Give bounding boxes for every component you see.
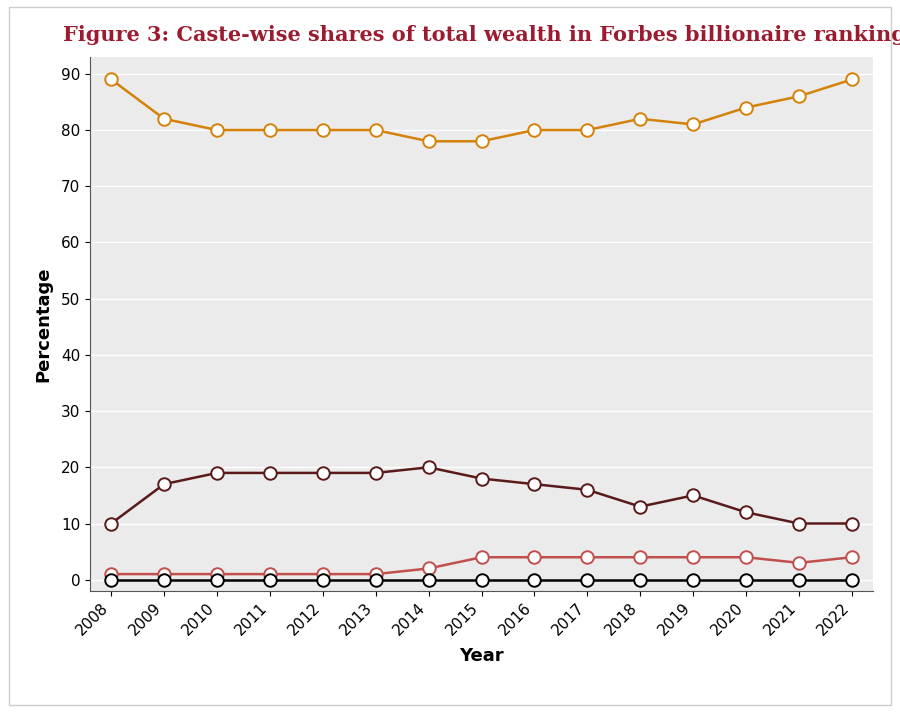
X-axis label: Year: Year (459, 647, 504, 665)
Text: Figure 3: Caste-wise shares of total wealth in Forbes billionaire rankings: Figure 3: Caste-wise shares of total wea… (63, 25, 900, 45)
Y-axis label: Percentage: Percentage (34, 266, 52, 382)
